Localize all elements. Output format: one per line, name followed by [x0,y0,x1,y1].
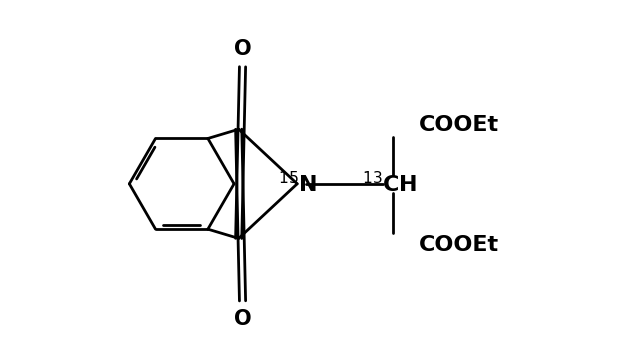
Text: COOEt: COOEt [419,115,499,135]
Text: COOEt: COOEt [419,236,499,256]
Text: $^{15}$N: $^{15}$N [278,171,317,197]
Text: $^{13}$CH: $^{13}$CH [362,171,417,197]
Text: O: O [234,309,252,329]
Text: O: O [234,39,252,59]
